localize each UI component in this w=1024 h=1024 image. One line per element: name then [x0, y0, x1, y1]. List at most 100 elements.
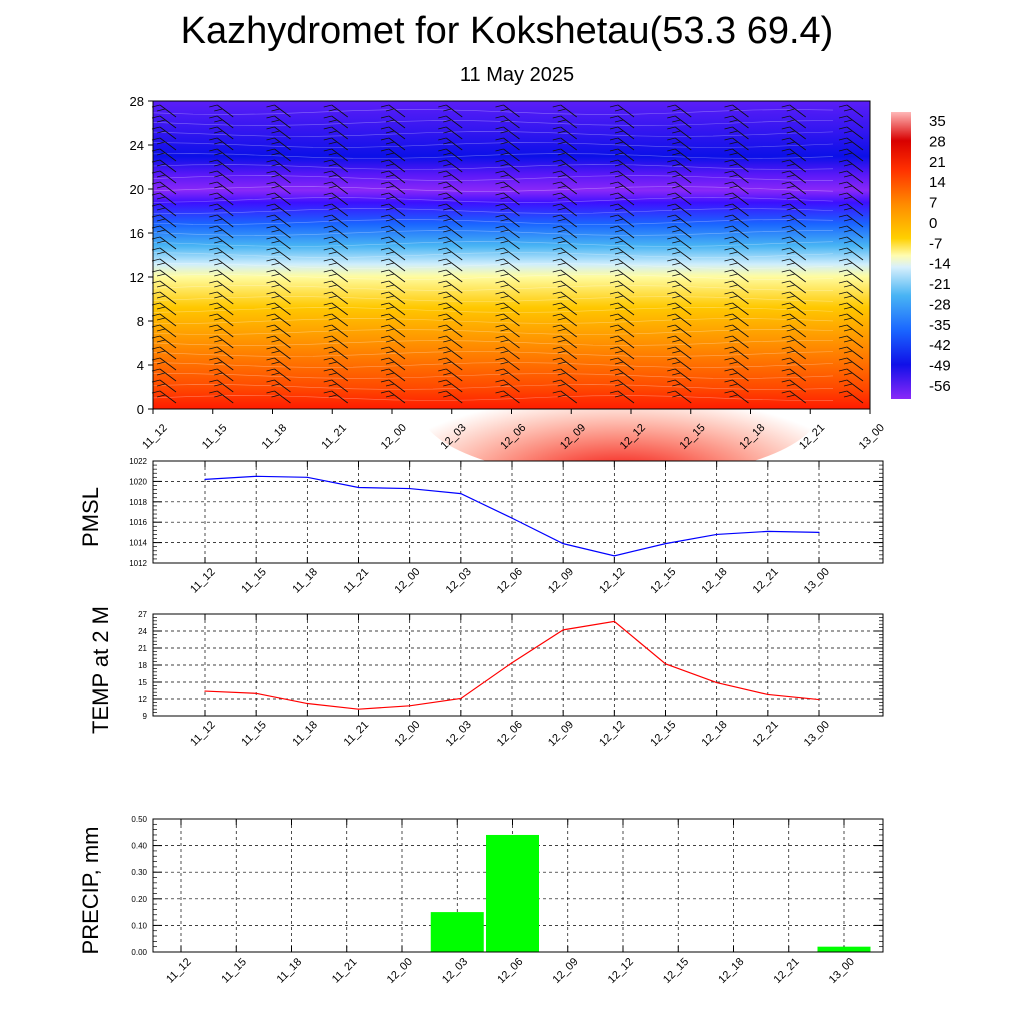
wind-barb — [609, 346, 635, 360]
contour-line — [152, 340, 834, 346]
data-point — [562, 543, 564, 545]
wind-barb — [552, 390, 578, 404]
y-tick-label: 0.40 — [131, 842, 147, 851]
wind-barb — [438, 148, 463, 162]
wind-barb — [495, 324, 520, 338]
wind-barb — [781, 357, 807, 371]
x-tick-label: 11_18 — [290, 719, 320, 749]
contour-line — [152, 230, 834, 236]
contour-line — [152, 208, 834, 214]
data-point — [255, 692, 257, 694]
wind-barb — [266, 357, 291, 371]
wind-barb — [667, 236, 692, 250]
y-tick-label: 0.30 — [131, 868, 147, 877]
data-point — [306, 476, 308, 478]
wind-barb — [438, 214, 463, 228]
wind-barb — [380, 203, 406, 217]
wind-barb — [667, 313, 692, 327]
x-tick-label: 12_00 — [392, 719, 422, 749]
wind-barb — [380, 170, 406, 184]
wind-barb — [781, 324, 807, 338]
precip-bar — [817, 946, 871, 952]
wind-barb — [667, 335, 692, 349]
x-tick-label: 13_00 — [802, 566, 832, 596]
wind-barb — [667, 181, 692, 195]
wind-barb — [609, 280, 635, 294]
contour-line — [152, 142, 834, 148]
x-tick-label: 12_18 — [699, 566, 729, 596]
wind-barb — [609, 247, 635, 261]
wind-barb — [667, 148, 692, 162]
contour-line — [152, 384, 834, 390]
colorbar-label: 21 — [929, 154, 946, 171]
wind-barb — [209, 192, 234, 206]
contour-line — [152, 175, 834, 181]
wind-barb — [380, 324, 406, 338]
wind-barb — [323, 159, 349, 173]
wind-barb — [781, 104, 807, 118]
wind-barb — [552, 280, 578, 294]
data-point — [613, 620, 615, 622]
wind-barb — [552, 148, 578, 162]
wind-barb — [724, 159, 749, 173]
wind-barb — [266, 390, 291, 404]
wind-barb — [380, 291, 406, 305]
wind-barb — [609, 302, 635, 316]
x-tick-label: 12_21 — [751, 566, 781, 596]
wind-barb — [781, 192, 807, 206]
wind-barb — [667, 115, 692, 129]
wind-barb — [266, 203, 291, 217]
wind-barb — [781, 214, 807, 228]
wind-barb — [724, 258, 749, 272]
colorbar-label: -42 — [929, 337, 951, 354]
wind-barb — [552, 269, 578, 283]
wind-barb — [838, 115, 864, 129]
data-point — [204, 690, 206, 692]
x-tick-label: 11_12 — [188, 719, 218, 749]
wind-barb — [438, 225, 463, 239]
data-point — [613, 555, 615, 557]
wind-barb — [323, 214, 349, 228]
wind-barb — [209, 115, 234, 129]
y-tick-label: 1016 — [129, 518, 147, 527]
x-tick-label: 12_15 — [648, 719, 678, 749]
wind-barb — [838, 181, 864, 195]
colorbar-label: -21 — [929, 276, 951, 293]
wind-barb — [323, 346, 349, 360]
wind-barb — [380, 302, 406, 316]
y-tick-label: 1012 — [129, 559, 147, 568]
data-point — [511, 662, 513, 664]
wind-barb — [438, 104, 463, 118]
wind-barb — [552, 258, 578, 272]
plot-frame — [152, 460, 884, 564]
wind-barb — [209, 368, 234, 382]
wind-barb — [209, 291, 234, 305]
wind-barb — [380, 236, 406, 250]
wind-barb — [380, 269, 406, 283]
wind-barb — [838, 148, 864, 162]
wind-barb — [266, 236, 291, 250]
wind-barb — [495, 104, 520, 118]
wind-barb — [781, 346, 807, 360]
wind-barb — [323, 192, 349, 206]
wind-barb — [266, 346, 291, 360]
wind-barb — [609, 170, 635, 184]
wind-barb — [552, 346, 578, 360]
wind-barb — [667, 291, 692, 305]
wind-barb — [552, 379, 578, 393]
wind-barb — [323, 368, 349, 382]
colorbar-label: -56 — [929, 378, 951, 395]
wind-barb — [609, 203, 635, 217]
wind-barb — [552, 225, 578, 239]
data-point — [460, 493, 462, 495]
wind-barb — [323, 357, 349, 371]
wind-barb — [438, 170, 463, 184]
wind-barb — [266, 214, 291, 228]
x-tick-label: 12_06 — [495, 566, 525, 596]
y-tick-label: 1014 — [129, 539, 147, 548]
wind-barb — [838, 357, 864, 371]
wind-barb — [209, 247, 234, 261]
wind-barb — [838, 280, 864, 294]
wind-barb — [667, 302, 692, 316]
